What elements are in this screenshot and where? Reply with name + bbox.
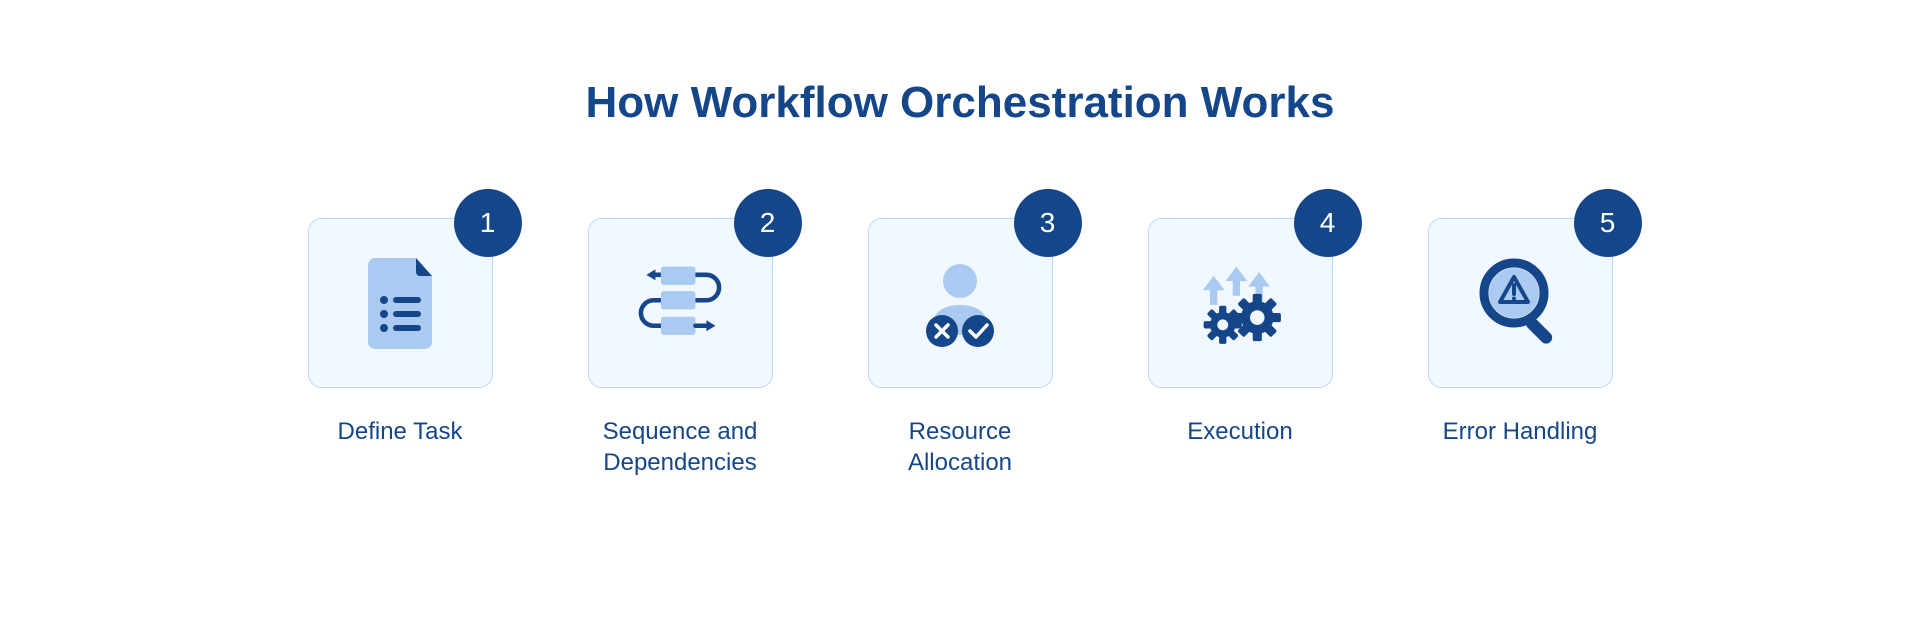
step-2: 2 xyxy=(575,218,785,478)
document-list-icon xyxy=(350,253,450,353)
step-label: Define Task xyxy=(295,416,505,447)
step-label: Error Handling xyxy=(1415,416,1625,447)
step-label: Execution xyxy=(1135,416,1345,447)
step-number-badge: 5 xyxy=(1574,189,1642,257)
step-number-badge: 1 xyxy=(454,189,522,257)
step-card: 5 xyxy=(1428,218,1613,388)
step-5: 5 Error Handling xyxy=(1415,218,1625,478)
step-label: Sequence and Dependencies xyxy=(575,416,785,478)
step-card: 3 xyxy=(868,218,1053,388)
user-check-x-icon xyxy=(910,253,1010,353)
gears-arrows-icon xyxy=(1190,253,1290,353)
step-3: 3 Resource Alloca xyxy=(855,218,1065,478)
step-4: 4 xyxy=(1135,218,1345,478)
magnifier-warning-icon xyxy=(1470,253,1570,353)
step-card: 1 xyxy=(308,218,493,388)
step-1: 1 Define Task xyxy=(295,218,505,478)
step-label: Resource Allocation xyxy=(855,416,1065,478)
step-number-badge: 3 xyxy=(1014,189,1082,257)
step-card: 4 xyxy=(1148,218,1333,388)
step-number-badge: 2 xyxy=(734,189,802,257)
flow-arrows-icon xyxy=(630,253,730,353)
page-title: How Workflow Orchestration Works xyxy=(586,78,1335,128)
infographic-container: How Workflow Orchestration Works 1 xyxy=(0,0,1920,630)
steps-row: 1 Define Task xyxy=(295,218,1625,478)
step-number-badge: 4 xyxy=(1294,189,1362,257)
step-card: 2 xyxy=(588,218,773,388)
